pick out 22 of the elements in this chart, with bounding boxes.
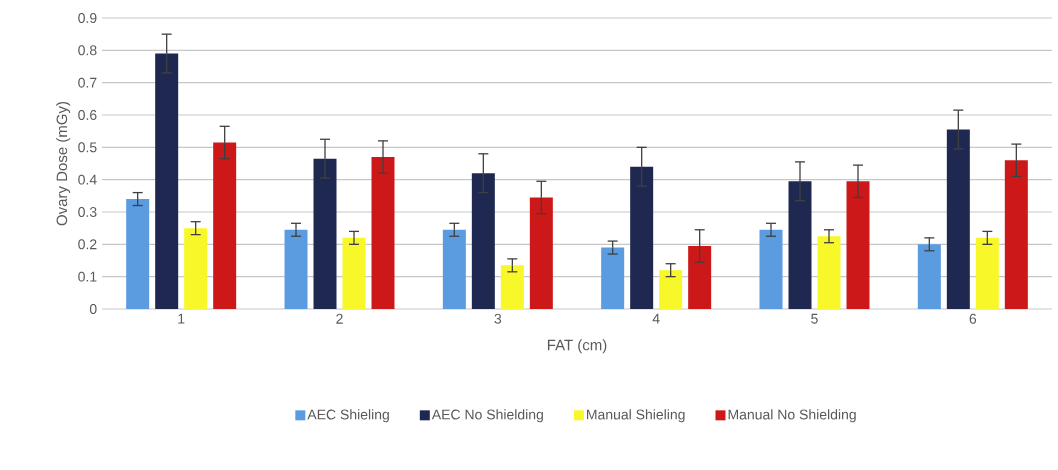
x-tick-label: 4 xyxy=(652,313,660,324)
y-tick-label: 0 xyxy=(89,304,97,314)
legend-label: AEC Shieling xyxy=(307,409,389,423)
legend-label: AEC No Shielding xyxy=(431,409,543,423)
y-tick-label: 0.9 xyxy=(78,13,97,23)
y-tick-label: 0.5 xyxy=(78,142,97,153)
legend-label: Manual No Shielding xyxy=(728,409,856,423)
y-tick-label: 0.3 xyxy=(78,207,97,217)
x-tick-label: 5 xyxy=(811,313,818,324)
y-tick-label: 0.4 xyxy=(78,174,97,185)
y-tick-label: 0.2 xyxy=(78,239,97,250)
x-tick-label: 1 xyxy=(178,313,185,324)
x-tick-label: 3 xyxy=(494,313,502,324)
y-tick-label: 0.7 xyxy=(78,77,97,88)
y-tick-label: 0.1 xyxy=(78,271,97,282)
y-tick-label: 0.6 xyxy=(78,110,97,120)
x-axis-title: FAT (cm) xyxy=(547,339,607,354)
y-tick-label: 0.8 xyxy=(78,45,97,56)
x-tick-label: 2 xyxy=(336,313,343,324)
x-tick-label: 6 xyxy=(969,313,977,324)
y-axis-title: Ovary Dose (mGy) xyxy=(56,101,71,226)
legend-label: Manual Shieling xyxy=(587,409,685,423)
